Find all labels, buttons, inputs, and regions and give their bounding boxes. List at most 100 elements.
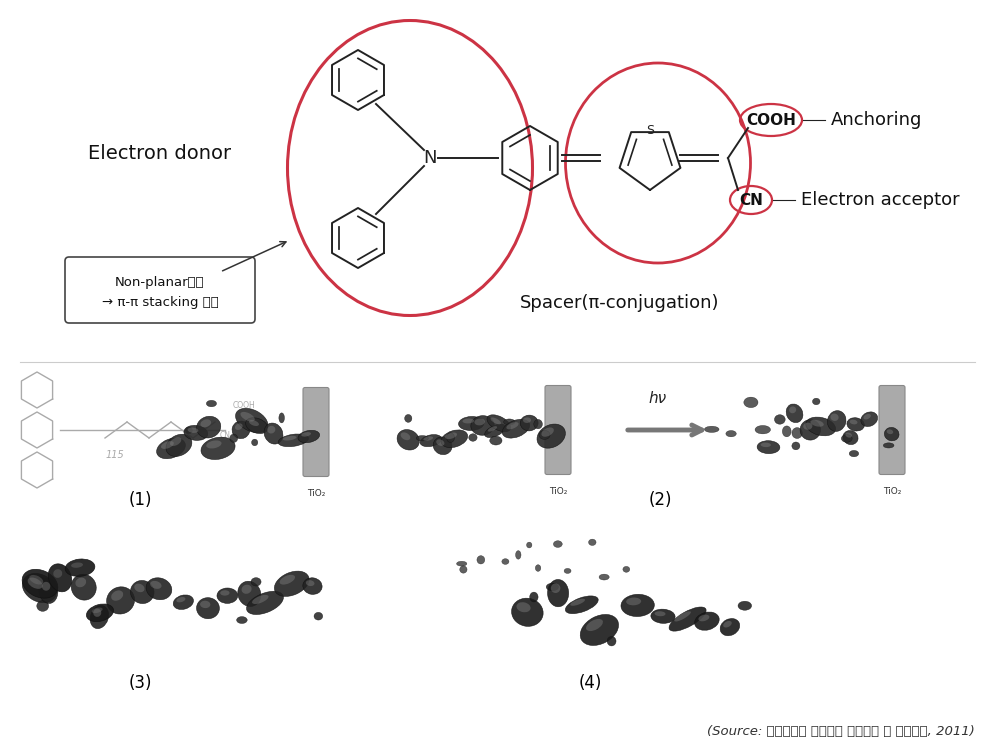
Ellipse shape [809, 420, 823, 427]
Ellipse shape [551, 584, 560, 593]
FancyBboxPatch shape [303, 388, 329, 477]
Text: (3): (3) [128, 674, 152, 692]
Ellipse shape [206, 441, 222, 449]
Ellipse shape [622, 566, 629, 572]
Ellipse shape [282, 436, 296, 441]
Ellipse shape [511, 598, 543, 626]
Ellipse shape [173, 595, 193, 609]
Ellipse shape [788, 407, 795, 413]
Ellipse shape [529, 592, 538, 602]
Ellipse shape [580, 614, 618, 645]
Ellipse shape [738, 601, 750, 610]
Ellipse shape [242, 584, 251, 594]
Ellipse shape [841, 434, 851, 442]
Ellipse shape [446, 433, 454, 443]
Ellipse shape [489, 436, 502, 445]
Text: N: N [422, 149, 436, 167]
Ellipse shape [520, 415, 538, 431]
Ellipse shape [238, 581, 260, 606]
Ellipse shape [827, 410, 845, 431]
Ellipse shape [423, 437, 432, 441]
Ellipse shape [76, 578, 86, 587]
Ellipse shape [22, 574, 57, 602]
Ellipse shape [230, 434, 238, 443]
Ellipse shape [849, 419, 857, 425]
FancyBboxPatch shape [878, 386, 905, 474]
Ellipse shape [570, 599, 584, 605]
Ellipse shape [785, 404, 802, 422]
Ellipse shape [405, 414, 412, 422]
Ellipse shape [830, 413, 838, 421]
Ellipse shape [744, 397, 757, 407]
Ellipse shape [625, 598, 640, 605]
Ellipse shape [22, 569, 58, 598]
Ellipse shape [166, 434, 192, 456]
Ellipse shape [564, 569, 571, 574]
Ellipse shape [415, 435, 427, 441]
Ellipse shape [435, 439, 444, 446]
Ellipse shape [263, 423, 282, 444]
Ellipse shape [301, 432, 311, 437]
Ellipse shape [130, 581, 154, 604]
Ellipse shape [37, 601, 49, 611]
Ellipse shape [462, 419, 473, 423]
Ellipse shape [501, 559, 508, 565]
Ellipse shape [146, 578, 172, 599]
Ellipse shape [650, 609, 674, 623]
Ellipse shape [674, 611, 690, 621]
Ellipse shape [401, 432, 410, 441]
Text: Non-planar구조: Non-planar구조 [115, 276, 205, 288]
Ellipse shape [200, 419, 211, 427]
Ellipse shape [620, 594, 654, 617]
Ellipse shape [539, 431, 550, 440]
Ellipse shape [526, 542, 532, 548]
Ellipse shape [278, 413, 284, 423]
Ellipse shape [188, 428, 198, 433]
Text: S: S [645, 124, 653, 137]
Text: Anchoring: Anchoring [830, 111, 921, 129]
Ellipse shape [197, 416, 221, 438]
Ellipse shape [246, 418, 267, 434]
Ellipse shape [791, 428, 801, 438]
Ellipse shape [720, 618, 739, 636]
Ellipse shape [241, 412, 254, 422]
Ellipse shape [236, 408, 267, 433]
Ellipse shape [28, 578, 43, 589]
Ellipse shape [533, 419, 542, 428]
Ellipse shape [486, 415, 510, 431]
Ellipse shape [654, 611, 665, 616]
Text: COOH: COOH [746, 112, 795, 127]
Ellipse shape [546, 584, 558, 590]
Ellipse shape [111, 590, 123, 601]
Ellipse shape [588, 539, 595, 545]
Ellipse shape [726, 431, 736, 437]
Ellipse shape [251, 595, 268, 604]
Text: COOH: COOH [233, 401, 255, 410]
Ellipse shape [863, 414, 870, 419]
Ellipse shape [849, 450, 858, 457]
Ellipse shape [267, 426, 275, 434]
Ellipse shape [598, 574, 608, 580]
Ellipse shape [302, 578, 322, 594]
Ellipse shape [206, 401, 217, 407]
Ellipse shape [185, 427, 192, 434]
Text: TiO₂: TiO₂ [882, 486, 901, 495]
Ellipse shape [474, 419, 484, 425]
Ellipse shape [71, 562, 83, 568]
Ellipse shape [515, 550, 521, 559]
Ellipse shape [305, 580, 314, 586]
Ellipse shape [235, 423, 243, 430]
Ellipse shape [397, 429, 418, 450]
Ellipse shape [487, 426, 497, 431]
Ellipse shape [220, 590, 230, 596]
Ellipse shape [799, 419, 820, 440]
Ellipse shape [845, 432, 851, 437]
Ellipse shape [297, 430, 319, 443]
Ellipse shape [668, 607, 706, 631]
Ellipse shape [886, 429, 893, 434]
Text: Electron donor: Electron donor [87, 144, 231, 163]
Ellipse shape [419, 434, 441, 447]
Ellipse shape [458, 416, 483, 431]
Ellipse shape [42, 582, 51, 590]
Ellipse shape [754, 425, 769, 434]
